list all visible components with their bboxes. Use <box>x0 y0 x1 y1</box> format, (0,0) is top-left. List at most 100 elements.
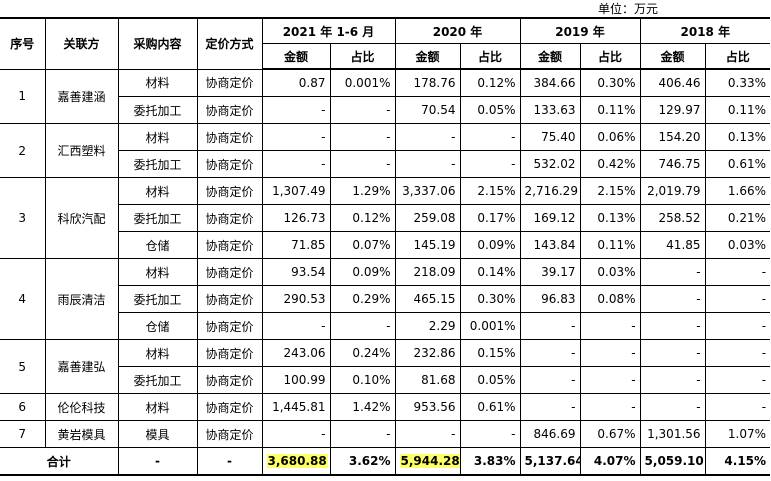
total-label: 合计 <box>0 447 119 476</box>
pricing-method: 协商定价 <box>196 150 263 178</box>
table-row: 6 伦伦科技 材料 协商定价 1,445.81 1.42% 953.56 0.61% - - - - <box>0 393 771 421</box>
table-row: 委托加工 协商定价 100.99 0.10% 81.68 0.05% - - - - <box>0 366 771 394</box>
ratio-cell: 0.03% <box>704 231 771 259</box>
amount-cell: - <box>261 312 331 340</box>
total-cell: 4.07% <box>579 447 641 476</box>
amount-cell: 1,307.49 <box>261 177 331 205</box>
header-cell: 序号 <box>0 17 46 70</box>
amount-cell: - <box>519 339 581 367</box>
amount-cell: 1,301.56 <box>639 420 706 448</box>
sub-header: 占比 <box>329 43 396 70</box>
table-row: 序号 关联方 采购内容 定价方式 2021 年 1-6 月 2020 年 2019 年 201… <box>0 17 771 70</box>
amount-cell: 93.54 <box>261 258 331 286</box>
sub-header: 金额 <box>394 43 461 70</box>
ratio-cell: 0.14% <box>459 258 521 286</box>
ratio-cell: 0.07% <box>329 231 396 259</box>
table-row: 3 科欣汽配 材料 协商定价 1,307.49 1.29% 3,337.06 2.15% 2,7… <box>0 177 771 259</box>
pricing-method: 协商定价 <box>196 312 263 340</box>
amount-cell: 81.68 <box>394 366 461 394</box>
amount-cell: 71.85 <box>261 231 331 259</box>
ratio-cell: 0.05% <box>459 366 521 394</box>
ratio-cell: 0.03% <box>579 258 641 286</box>
purchase-content: 材料 <box>117 123 198 151</box>
amount-cell: 70.54 <box>394 96 461 124</box>
header-cell: 采购内容 <box>117 17 198 70</box>
ratio-cell: 0.30% <box>459 285 521 313</box>
pricing-method: 协商定价 <box>196 285 263 313</box>
ratio-cell: 0.61% <box>459 393 521 421</box>
amount-cell: - <box>394 123 461 151</box>
amount-cell: 2.29 <box>394 312 461 340</box>
table-row: 合计 - -3,680.88 3.62% 5,944.28 3.83% 5,137.64 4.… <box>0 447 771 476</box>
party-name: 科欣汽配 <box>44 177 119 259</box>
total-cell: 5,137.64 <box>519 447 581 476</box>
amount-cell: 232.86 <box>394 339 461 367</box>
highlight: 3,680.88 <box>266 454 328 468</box>
purchase-content: 材料 <box>117 393 198 421</box>
amount-cell: 746.75 <box>639 150 706 178</box>
amount-cell: - <box>519 312 581 340</box>
ratio-cell: - <box>329 150 396 178</box>
ratio-cell: - <box>459 123 521 151</box>
amount-cell: 532.02 <box>519 150 581 178</box>
amount-cell: 3,337.06 <box>394 177 461 205</box>
ratio-cell: 0.17% <box>459 204 521 232</box>
ratio-cell: 1.29% <box>329 177 396 205</box>
ratio-cell: 1.66% <box>704 177 771 205</box>
pricing-method: 协商定价 <box>196 366 263 394</box>
amount-cell: - <box>519 366 581 394</box>
ratio-cell: - <box>329 420 396 448</box>
amount-cell: 75.40 <box>519 123 581 151</box>
table-row: 委托加工 协商定价 - -70.54 0.05% 133.63 0.11% 129.97 0.1… <box>0 96 771 124</box>
amount-cell: - <box>639 312 706 340</box>
total-cell: - <box>117 447 198 476</box>
amount-cell: - <box>639 258 706 286</box>
table-row: 2 汇西塑料 材料 协商定价 - - - -75.40 0.06% 154.20 0.13% <box>0 123 771 178</box>
ratio-cell: 0.67% <box>579 420 641 448</box>
purchase-content: 委托加工 <box>118 366 198 394</box>
ratio-cell: - <box>704 393 771 421</box>
ratio-cell: 0.06% <box>579 123 641 151</box>
ratio-cell: 0.10% <box>329 366 396 394</box>
ratio-cell: 0.61% <box>704 150 771 178</box>
period-header: 2021 年 1-6 月 <box>261 17 396 44</box>
total-cell: 3.83% <box>459 447 521 476</box>
ratio-cell: - <box>329 123 396 151</box>
party-name: 嘉善建弘 <box>44 339 119 394</box>
amount-cell: 41.85 <box>639 231 706 259</box>
ratio-cell: 0.001% <box>329 68 396 97</box>
pricing-method: 协商定价 <box>196 420 263 448</box>
total-cell: 3,680.88 <box>261 447 331 476</box>
party-name: 嘉善建涵 <box>44 68 119 124</box>
ratio-cell: 0.11% <box>704 96 771 124</box>
amount-cell: 384.66 <box>519 68 581 97</box>
ratio-cell: - <box>329 312 396 340</box>
table-row: 4 雨辰清洁 材料 协商定价 93.54 0.09% 218.09 0.14% 39.17 0.0… <box>0 258 771 340</box>
amount-cell: 1,445.81 <box>261 393 331 421</box>
ratio-cell: 0.24% <box>329 339 396 367</box>
ratio-cell: 0.30% <box>579 68 641 97</box>
header-cell: 定价方式 <box>196 17 263 70</box>
ratio-cell: 0.21% <box>704 204 771 232</box>
amount-cell: 133.63 <box>519 96 581 124</box>
purchase-content: 材料 <box>117 339 198 367</box>
ratio-cell: 0.11% <box>579 96 641 124</box>
purchase-content: 材料 <box>117 177 198 205</box>
purchase-content: 委托加工 <box>118 96 198 124</box>
ratio-cell: 0.42% <box>579 150 641 178</box>
party-name: 汇西塑料 <box>44 123 119 178</box>
amount-cell: 259.08 <box>394 204 461 232</box>
period-header: 2020 年 <box>394 17 521 44</box>
ratio-cell: 0.13% <box>704 123 771 151</box>
ratio-cell: 0.09% <box>329 258 396 286</box>
unit-label: 单位：万元 <box>598 2 659 16</box>
ratio-cell: - <box>579 366 641 394</box>
row-number: 4 <box>0 258 46 340</box>
ratio-cell: 0.12% <box>459 68 521 97</box>
table-row: 1 嘉善建涵 材料 协商定价 0.87 0.001% 178.76 0.12% 384.66 0.… <box>0 68 771 124</box>
header-cell: 关联方 <box>44 17 119 70</box>
row-number: 6 <box>0 393 46 421</box>
amount-cell: 126.73 <box>261 204 331 232</box>
ratio-cell: - <box>329 96 396 124</box>
pricing-method: 协商定价 <box>196 96 263 124</box>
